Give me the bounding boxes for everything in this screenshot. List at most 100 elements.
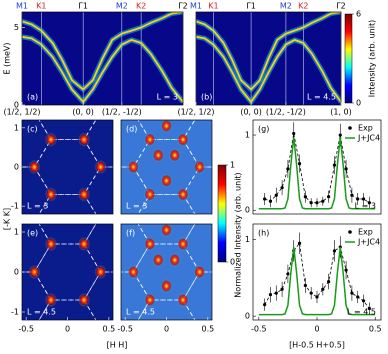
data-point [280,287,284,291]
plot-background [253,224,381,320]
data-point [367,306,371,311]
data-point [350,193,354,197]
data-point [309,291,313,295]
panel-annotation: L = 3 [157,93,178,102]
panel-annotation: L = 3 [27,202,48,211]
data-point [321,199,325,203]
y-tick-label: 0 [14,101,19,110]
x-tick-label: (0, 0) [72,108,94,117]
plot-area [22,120,113,214]
data-point [315,201,319,205]
y-axis-label: E (meV) [3,42,12,74]
panel-label: (h) [258,229,269,238]
x-tick-label: 0 [164,325,169,334]
x-tick-label: 0 [314,325,319,334]
legend-label: Exp [358,124,373,133]
panel-annotation: L = 4.5 [347,308,376,317]
panel-annotation: L = 3 [355,202,376,211]
panel-label: (c) [27,125,38,134]
y-tick-label: 1 [14,123,19,132]
intensity-spot [127,160,140,174]
intensity-spot [44,132,57,147]
symmetry-label: K1 [36,2,46,11]
plot-frame [21,11,184,106]
plot-area [258,122,376,210]
intensity-spot [177,132,190,147]
panel-annotation: L = 4.5 [126,308,155,317]
intensity-spot [177,237,190,251]
intensity-spot [177,293,190,307]
data-point [274,193,278,197]
colorbar-tick-label: 6 [356,10,361,19]
colorbar-tick-label: 0 [230,258,235,267]
data-point [361,299,366,303]
colorbar [344,13,353,104]
symmetry-label: K2 [136,2,146,11]
data-point [268,199,273,203]
x-axis-label: [H H] [107,341,128,350]
intensity-spot [143,132,156,147]
colorbar-label: Intensity (arb. unit) [368,20,377,97]
data-point [286,272,290,276]
legend-label: J+JC4 [357,238,380,247]
intensity-spot [44,237,57,251]
panel-label: (f) [126,229,135,238]
panel-label: (g) [258,125,269,134]
x-tick-label: 0.5 [201,325,214,334]
dispersion-curve [22,12,183,91]
intensity-spot [127,265,140,279]
intensity-spot [160,173,173,188]
intensity-spot [143,237,156,251]
panel-label: (b) [201,93,212,102]
x-tick-label: (1/2, 1/2) [177,108,214,117]
colorbar-tick-label: 1 [230,161,235,170]
data-point [356,197,360,201]
x-axis-label: [H-0.5 H+0.5] [289,341,345,350]
colorbar [217,164,227,263]
intensity-spot [28,160,41,174]
intensity-spot [193,160,206,174]
data-point [297,162,302,166]
symmetry-label: Γ1 [246,2,256,11]
data-point [350,291,354,295]
panel-label: (d) [126,125,137,134]
data-point [309,201,313,205]
y-tick-label: 0 [14,163,19,172]
symmetry-label: M2 [280,2,292,11]
y-tick-label: -1 [11,308,19,317]
intensity-spot [168,148,181,163]
data-point [297,241,302,245]
model-line [258,137,376,210]
y-tick-label: 1 [14,228,19,237]
intensity-spot [193,265,206,279]
panel-annotation: L = 4.5 [307,93,336,102]
data-point [303,283,307,288]
x-tick-label: -0.5 [251,325,267,334]
symmetry-label: M1 [16,2,28,11]
intensity-spot [78,132,91,147]
intensity-spot [44,187,57,202]
x-tick-label: 0.5 [102,325,115,334]
y-tick-label: -1 [11,202,19,211]
panel-annotation: L = 4.5 [27,308,56,317]
data-point [332,163,337,167]
y-tick-label: 0 [245,312,250,321]
intensity-spot [160,279,173,293]
plot-frame [252,119,382,215]
y-tick-label: 0 [14,268,19,277]
dispersion-curve [196,12,341,91]
intensity-spot [143,187,156,202]
data-point [315,295,319,299]
y-tick-label: 5 [14,23,19,32]
plot-area [196,12,341,105]
data-point [356,295,360,299]
legend-marker [348,126,352,130]
y-tick-label: 1 [245,235,250,244]
plot-area [22,12,183,105]
intensity-spot [177,187,190,202]
plot-area [258,232,376,316]
data-point [263,303,267,307]
intensity-spot [94,265,107,279]
intensity-spot [152,148,165,163]
